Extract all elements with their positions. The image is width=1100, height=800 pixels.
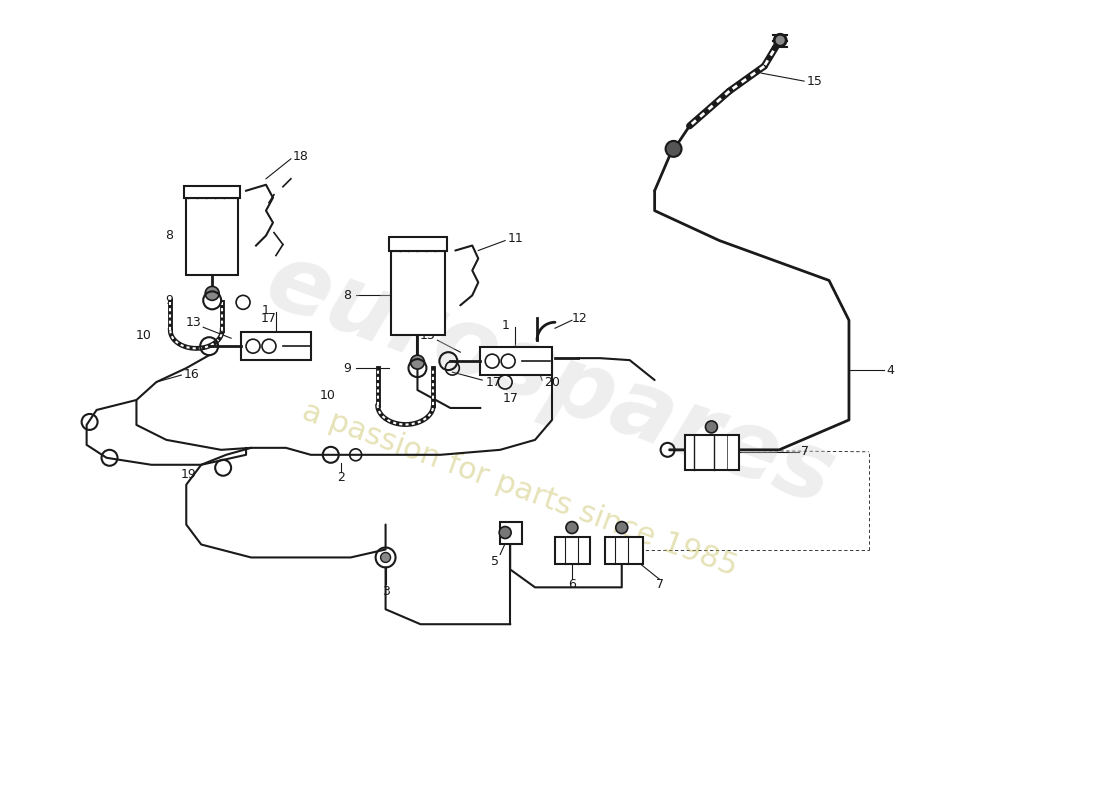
Text: 18: 18 (293, 150, 309, 163)
Text: 8: 8 (343, 289, 351, 302)
Circle shape (705, 421, 717, 433)
FancyBboxPatch shape (605, 537, 642, 565)
Circle shape (410, 355, 425, 369)
FancyBboxPatch shape (500, 522, 522, 543)
Text: 16: 16 (184, 367, 199, 381)
Circle shape (381, 553, 390, 562)
Text: 13: 13 (186, 316, 201, 329)
Text: 1: 1 (502, 318, 509, 332)
Text: eurospares: eurospares (253, 234, 847, 526)
Text: 6: 6 (568, 578, 576, 591)
Text: 4: 4 (887, 364, 894, 377)
Text: 19: 19 (180, 468, 196, 482)
Circle shape (206, 286, 219, 300)
FancyBboxPatch shape (388, 237, 448, 250)
Text: a passion for parts since 1985: a passion for parts since 1985 (298, 398, 741, 582)
Text: 15: 15 (807, 74, 823, 88)
Circle shape (499, 526, 512, 538)
FancyBboxPatch shape (684, 435, 739, 470)
Text: 5: 5 (492, 555, 499, 568)
Text: 2: 2 (337, 471, 344, 484)
FancyBboxPatch shape (186, 198, 238, 275)
Text: 17: 17 (503, 391, 518, 405)
FancyBboxPatch shape (481, 347, 552, 375)
FancyBboxPatch shape (390, 250, 446, 335)
FancyBboxPatch shape (556, 537, 590, 565)
Text: 12: 12 (572, 312, 587, 325)
Text: 7: 7 (656, 578, 663, 591)
Circle shape (616, 522, 628, 534)
Text: 20: 20 (544, 375, 560, 389)
Text: 8: 8 (165, 229, 174, 242)
Text: 13: 13 (419, 329, 436, 342)
Text: 10: 10 (135, 329, 152, 342)
FancyBboxPatch shape (241, 332, 311, 360)
Text: 9: 9 (165, 294, 174, 307)
Text: 11: 11 (508, 232, 524, 245)
Text: 10: 10 (320, 389, 336, 402)
Text: 17: 17 (261, 312, 277, 325)
Text: 9: 9 (343, 362, 351, 374)
Text: 3: 3 (382, 585, 389, 598)
Circle shape (565, 522, 578, 534)
Text: 17: 17 (485, 375, 502, 389)
Text: 1: 1 (262, 304, 270, 317)
Text: 7: 7 (801, 446, 810, 458)
Circle shape (666, 141, 682, 157)
Circle shape (774, 34, 786, 46)
FancyBboxPatch shape (185, 186, 240, 198)
